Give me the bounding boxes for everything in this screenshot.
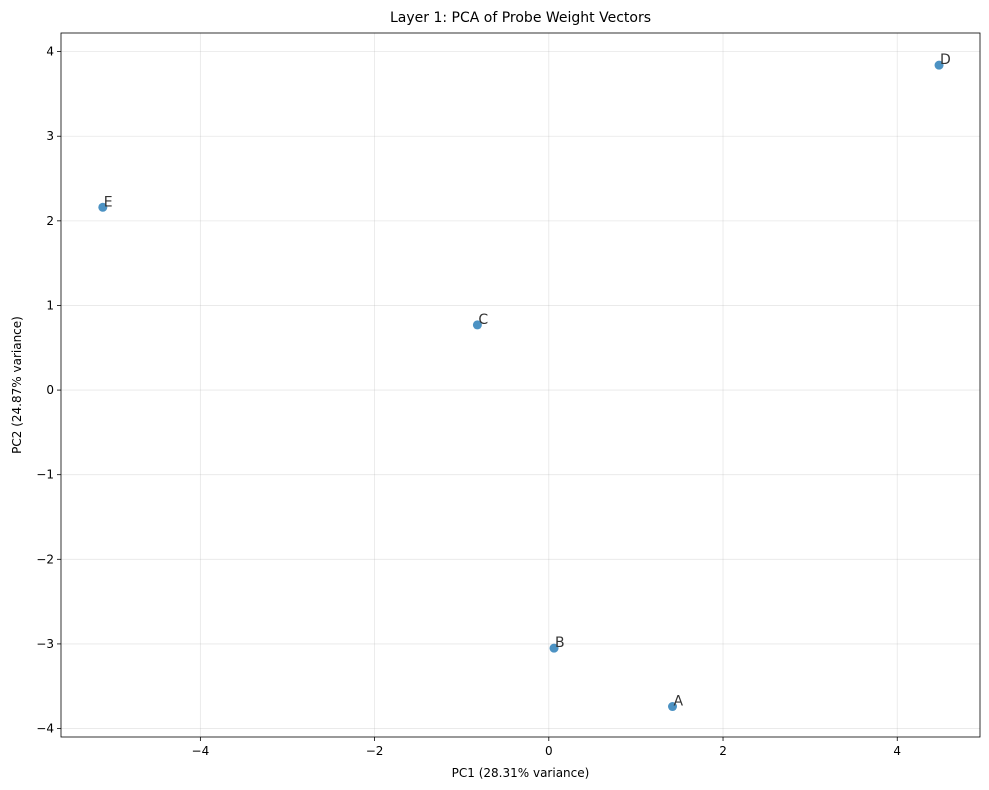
data-point-d <box>934 60 944 70</box>
data-point-e <box>98 202 108 212</box>
data-point-c <box>472 320 482 330</box>
point-label-a: A <box>674 694 684 710</box>
x-tick-label: −4 <box>192 744 210 758</box>
point-label-e: E <box>104 194 113 210</box>
grid <box>61 33 980 737</box>
point-label-d: D <box>940 52 951 68</box>
chart-title: Layer 1: PCA of Probe Weight Vectors <box>390 10 651 26</box>
data-point-b <box>549 643 559 653</box>
x-tick-label: 0 <box>545 744 553 758</box>
y-tick-label: −4 <box>36 722 54 736</box>
plot-frame <box>60 32 981 738</box>
y-tick-label: 3 <box>46 129 54 143</box>
x-axis-label: PC1 (28.31% variance) <box>452 766 590 780</box>
y-tick-label: −2 <box>36 552 54 566</box>
y-tick-label: 4 <box>46 45 54 59</box>
y-tick-label: 1 <box>46 298 54 312</box>
y-tick-label: 0 <box>46 383 54 397</box>
y-tick-label: −3 <box>36 637 54 651</box>
data-point-a <box>668 702 678 712</box>
x-tick-label: −2 <box>366 744 384 758</box>
data-points: A B C D E <box>98 52 951 712</box>
y-tick-label: −1 <box>36 468 54 482</box>
axis-ticks: −4 −2 0 2 4 −4 −3 −2 −1 0 1 2 3 4 <box>36 45 901 758</box>
y-axis-label: PC2 (24.87% variance) <box>10 316 24 454</box>
point-label-b: B <box>555 635 565 651</box>
point-label-c: C <box>478 312 488 328</box>
x-tick-label: 2 <box>719 744 727 758</box>
y-tick-label: 2 <box>46 214 54 228</box>
x-tick-label: 4 <box>893 744 901 758</box>
